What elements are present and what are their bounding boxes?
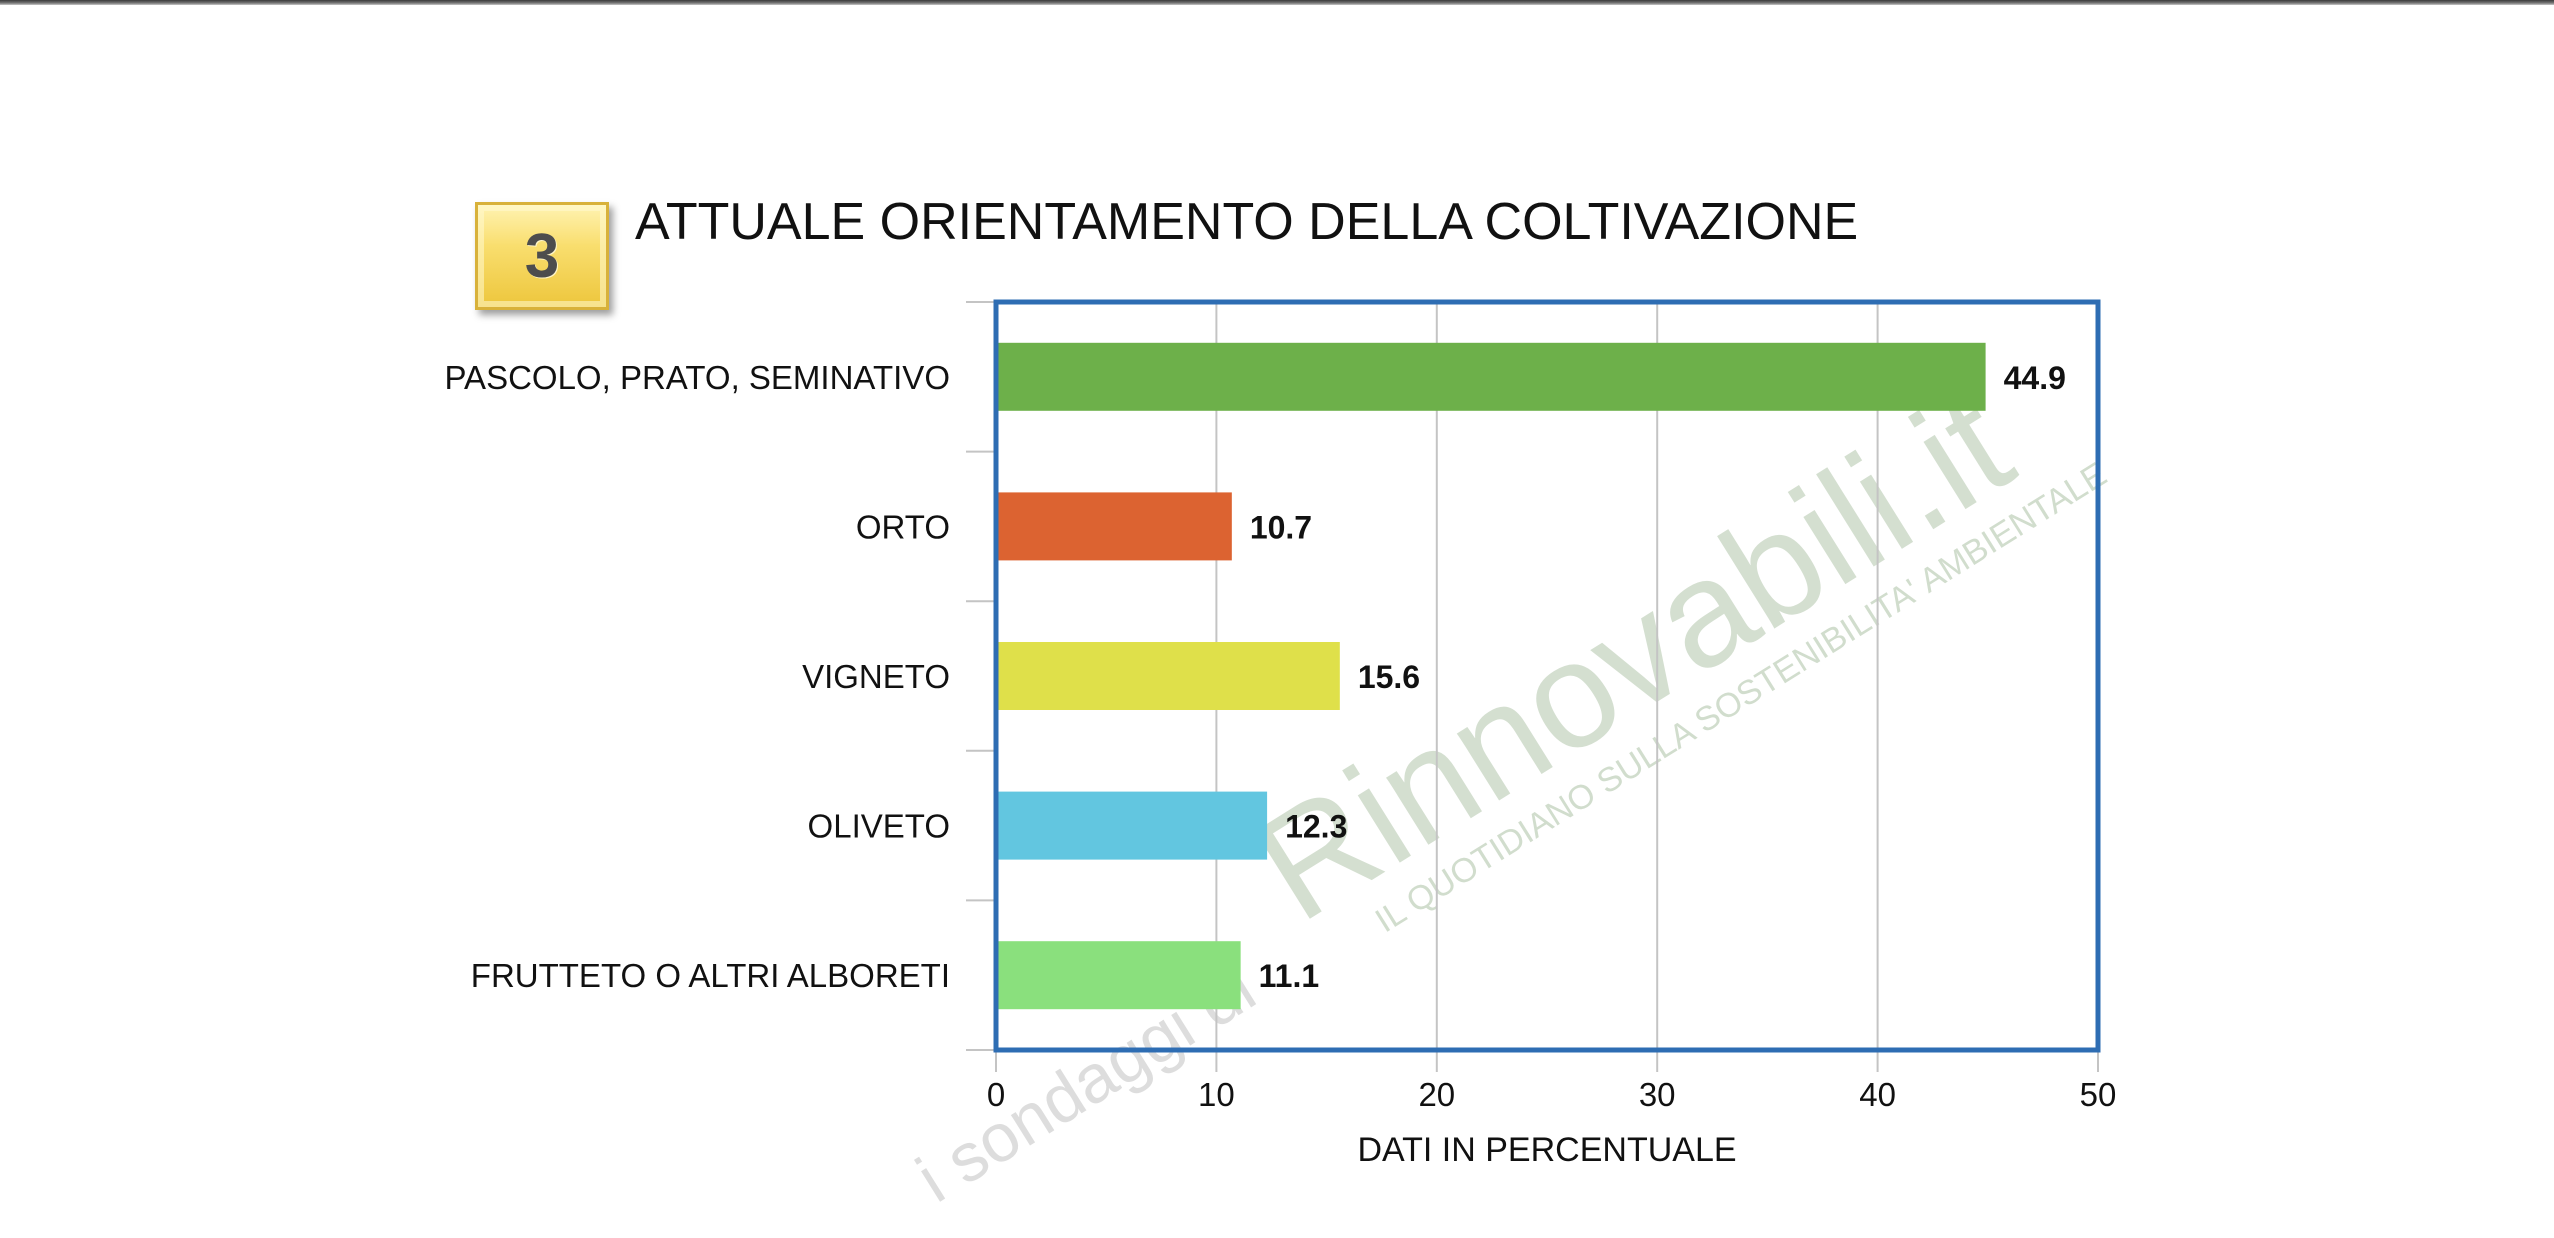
bar-0 <box>996 342 1986 411</box>
data-label: 10.7 <box>1250 509 1312 545</box>
x-tick-label: 40 <box>1859 1076 1896 1113</box>
watermark-brand: Rinnovabili.it <box>1227 359 2037 952</box>
x-tick-label: 20 <box>1418 1076 1455 1113</box>
bar-3 <box>996 791 1268 860</box>
x-tick-label: 50 <box>2080 1076 2117 1113</box>
category-label: ORTO <box>856 508 950 545</box>
x-tick-label: 10 <box>1198 1076 1235 1113</box>
top-border <box>0 0 2554 5</box>
bar-4 <box>996 941 1241 1010</box>
category-label: OLIVETO <box>808 808 950 845</box>
data-label: 11.1 <box>1259 958 1320 994</box>
category-label: PASCOLO, PRATO, SEMINATIVO <box>445 359 951 396</box>
category-label: FRUTTETO O ALTRI ALBORETI <box>471 957 950 994</box>
watermark: Rinnovabili.it IL QUOTIDIANO SULLA SOSTE… <box>904 359 2113 1217</box>
chart-title: ATTUALE ORIENTAMENTO DELLA COLTIVAZIONE <box>635 193 1859 251</box>
x-tick-label: 0 <box>987 1076 1005 1113</box>
category-label: VIGNETO <box>802 658 950 695</box>
bar-2 <box>996 642 1340 710</box>
data-label: 15.6 <box>1358 659 1420 695</box>
plot-area: 0 10 20 30 40 50 44.9 PASCOLO, PRATO, SEMINATIV… <box>445 299 2117 1169</box>
data-label: 12.3 <box>1285 809 1347 845</box>
x-tick-label: 30 <box>1639 1076 1676 1113</box>
data-label: 44.9 <box>2004 360 2066 396</box>
x-axis-title: DATI IN PERCENTUALE <box>1357 1131 1736 1169</box>
section-number-badge: 3 <box>475 202 609 310</box>
plot-frame <box>993 299 2101 1053</box>
section-number: 3 <box>524 221 560 291</box>
bar-1 <box>996 492 1232 561</box>
